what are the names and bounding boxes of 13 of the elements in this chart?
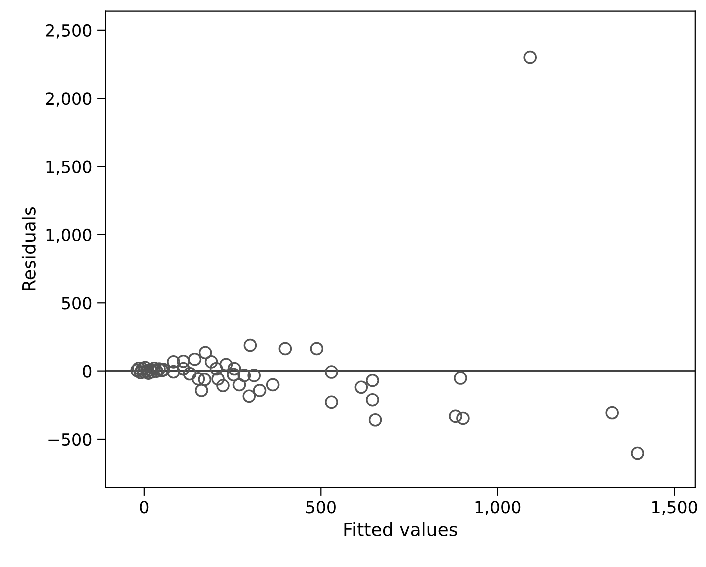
x-tick-label: 500	[306, 501, 336, 514]
x-axis-title: Fitted values	[344, 522, 458, 536]
x-tick-label: 1,500	[652, 501, 698, 516]
y-axis-title: Residuals	[22, 208, 36, 291]
y-tick-label: 2,500	[46, 24, 92, 39]
y-tick-label: 0	[83, 365, 92, 378]
y-tick-label: 500	[62, 297, 92, 310]
x-tick-label: 1,000	[476, 501, 521, 516]
y-tick-label: 1,500	[46, 160, 92, 176]
y-tick-label: −500	[48, 433, 92, 446]
x-tick-label: 0	[140, 501, 149, 514]
y-tick-label: 1,000	[46, 228, 92, 244]
y-tick-label: 2,000	[46, 92, 92, 107]
